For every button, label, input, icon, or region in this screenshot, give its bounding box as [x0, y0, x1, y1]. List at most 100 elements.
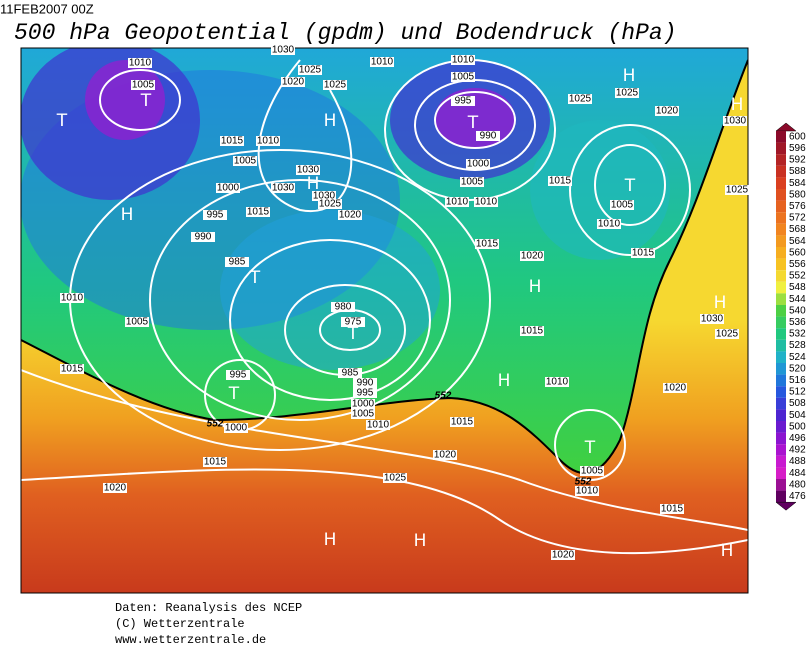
colorbar-swatch [776, 479, 786, 491]
label-bg [655, 106, 679, 116]
label-bg [281, 77, 305, 87]
isobar-label: 1010 [475, 197, 498, 208]
colorbar-swatch [776, 154, 786, 166]
cold-pool [530, 120, 670, 260]
label-bg [548, 176, 572, 186]
colorbar-swatch [776, 351, 786, 363]
isobar-label: 1020 [339, 210, 362, 221]
isobar-label: 1010 [129, 58, 152, 69]
label-bg [60, 293, 84, 303]
label-bg [246, 207, 270, 217]
colorbar-swatch [776, 397, 786, 410]
colorbar-label: 500 [789, 421, 806, 432]
label-bg [597, 219, 621, 229]
isobar-label: 1015 [549, 176, 572, 187]
pressure-center: H [721, 541, 734, 561]
colorbar-label: 536 [789, 317, 806, 328]
isobar-label: 1020 [656, 106, 679, 117]
isobar-label: 995 [455, 96, 472, 107]
colorbar-swatch [776, 374, 786, 387]
pressure-center: H [324, 530, 337, 550]
label-bg [323, 80, 347, 90]
label-bg [520, 326, 544, 336]
isobar-label: 975 [345, 317, 362, 328]
isobar-label: 995 [357, 388, 374, 399]
colorbar-swatch [776, 189, 786, 201]
isobar-label: 1015 [521, 326, 544, 337]
isobar-label: 1025 [726, 185, 749, 196]
isobar-label: 1000 [217, 183, 240, 194]
isobar-label: 1005 [581, 466, 604, 477]
isobar-label: 985 [229, 257, 246, 268]
pressure-center: T [624, 176, 636, 196]
map-frame [20, 47, 749, 594]
isobar-label: 1015 [661, 504, 684, 515]
pressure-center: T [140, 91, 152, 111]
isobar-label: 990 [480, 131, 497, 142]
label-bg [460, 177, 484, 187]
isobar-label: 1030 [272, 183, 295, 194]
isobar-label: 1020 [521, 251, 544, 262]
label-bg [203, 457, 227, 467]
colorbar-swatch [776, 339, 786, 352]
colorbar-label: 488 [789, 456, 806, 467]
label-bg [476, 131, 500, 141]
colorbar-swatch [776, 247, 786, 259]
label-bg [296, 165, 320, 175]
isobars [21, 59, 748, 555]
colorbar-swatch [776, 421, 786, 433]
colorbar-label: 584 [789, 178, 806, 189]
label-bg [545, 377, 569, 387]
isobar-label: 1005 [461, 177, 484, 188]
colorbar-swatch [776, 305, 786, 317]
colorbar-swatch [776, 316, 786, 329]
colorbar-label: 596 [789, 143, 806, 154]
label-bg [700, 314, 724, 324]
colorbar-swatch [776, 235, 786, 247]
label-bg [224, 423, 248, 433]
label-bg [341, 317, 365, 327]
label-bg [575, 486, 599, 496]
label-bg [366, 420, 390, 430]
label-bg [125, 317, 149, 327]
line-552 [21, 59, 748, 475]
isobar-label: 995 [207, 210, 224, 221]
colorbar-label: 476 [789, 491, 806, 502]
colorbar-swatch [776, 328, 786, 340]
isobar-label: 980 [335, 302, 352, 313]
label-bg [451, 96, 475, 106]
colorbar-label: 532 [789, 329, 806, 340]
colorbar-label: 568 [789, 224, 806, 235]
isobar-label: 1015 [204, 457, 227, 468]
label-bg [60, 364, 84, 374]
colorbar-label: 496 [789, 433, 806, 444]
label-bg [191, 232, 215, 242]
isobar-label: 1020 [552, 550, 575, 561]
label-bg [451, 72, 475, 82]
geopotential-label: 552 [435, 391, 452, 402]
colorbar-label: 572 [789, 213, 806, 224]
label-bg [353, 378, 377, 388]
footer-line: www.wetterzentrale.de [115, 633, 266, 646]
colorbar-label: 520 [789, 363, 806, 374]
colorbar-label: 548 [789, 282, 806, 293]
label-bg [351, 399, 375, 409]
pressure-center: T [584, 438, 596, 458]
label-bg [450, 417, 474, 427]
footer-line: (C) Wetterzentrale [115, 617, 245, 631]
label-bg [312, 191, 336, 201]
colorbar-label: 588 [789, 166, 806, 177]
colorbar-label: 508 [789, 398, 806, 409]
pressure-center: H [307, 174, 320, 194]
label-bg [331, 302, 355, 312]
label-bg [318, 199, 342, 209]
isobar-label: 1005 [234, 156, 257, 167]
label-bg [338, 210, 362, 220]
isobar-label: 995 [230, 370, 247, 381]
label-bg [551, 550, 575, 560]
pressure-center: H [324, 111, 337, 131]
isobar-label: 1010 [546, 377, 569, 388]
colorbar-swatch [776, 177, 786, 189]
colorbar-swatch [776, 223, 786, 236]
